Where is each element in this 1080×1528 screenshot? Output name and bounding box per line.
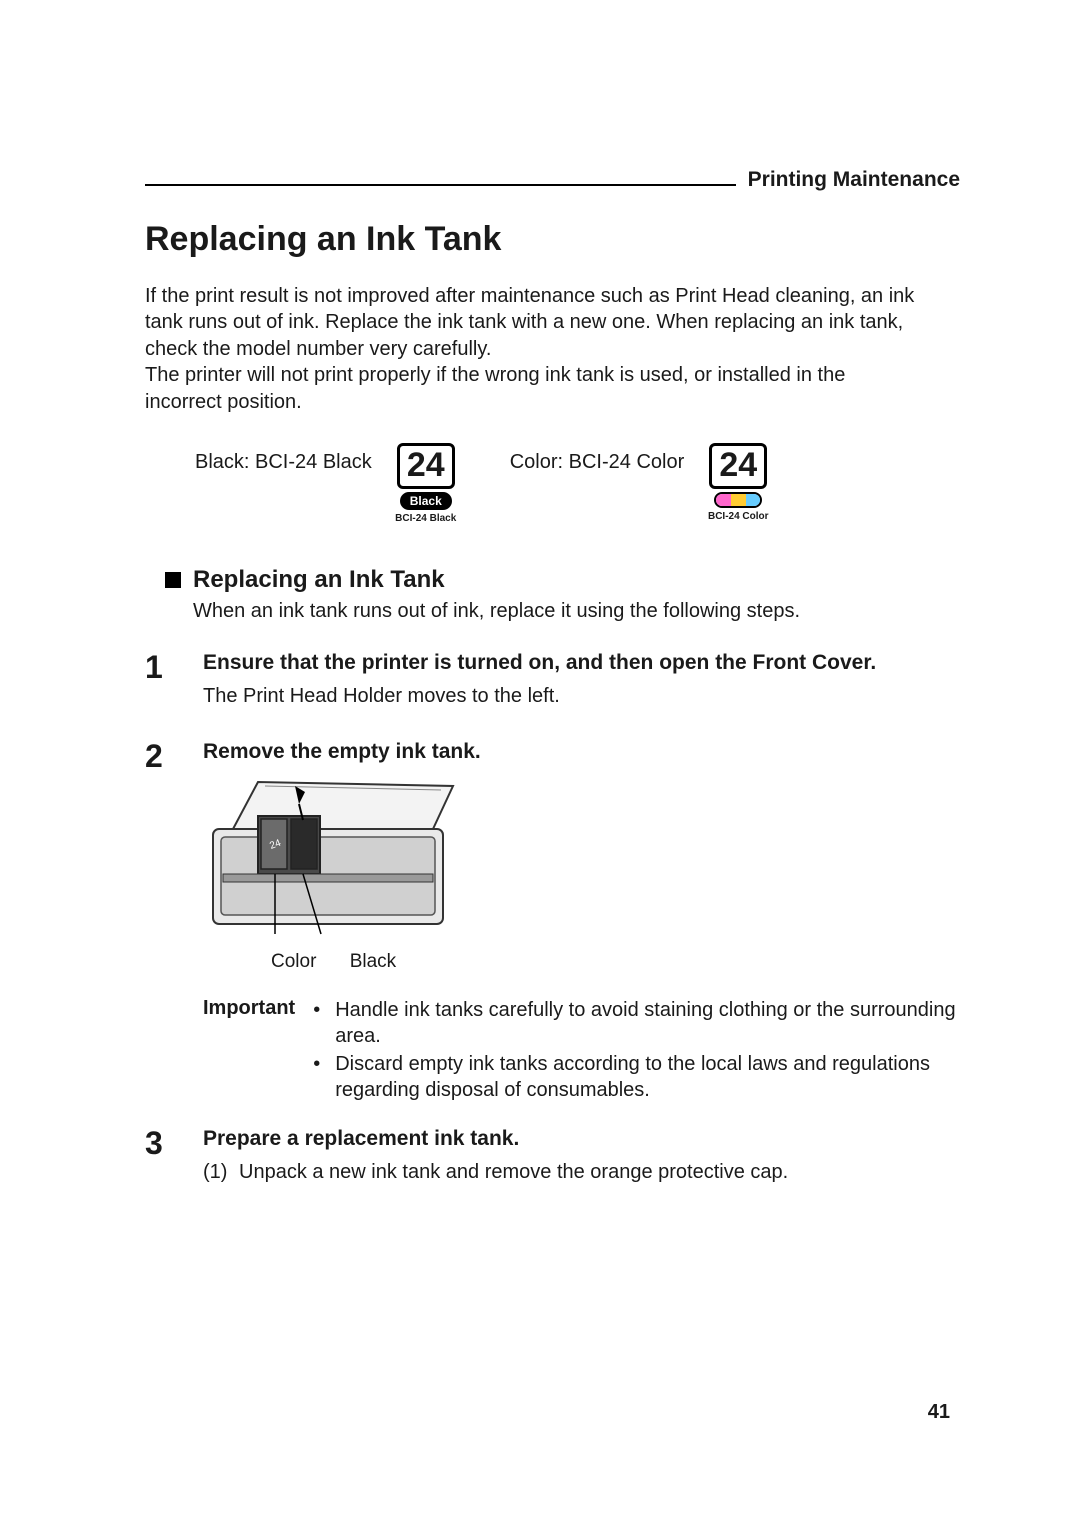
step-3-sub-text: Unpack a new ink tank and remove the ora…	[239, 1161, 788, 1183]
important-item-2: Discard empty ink tanks according to the…	[313, 1051, 960, 1103]
section-marker-icon	[165, 572, 181, 588]
important-note: Important Handle ink tanks carefully to …	[203, 997, 960, 1105]
step-1-body: The Print Head Holder moves to the left.	[203, 685, 960, 708]
step-2: 2 Remove the empty ink tank. 24	[145, 740, 960, 1105]
intro-paragraph: If the print result is not improved afte…	[145, 283, 925, 415]
header-rule	[145, 184, 736, 186]
ink-black-label: Black: BCI-24 Black	[195, 443, 372, 474]
printer-figure: 24 Color Black	[203, 774, 960, 973]
printer-labels: Color Black	[271, 951, 960, 973]
important-item-1: Handle ink tanks carefully to avoid stai…	[313, 997, 960, 1049]
header-row: Printing Maintenance	[145, 168, 960, 192]
ink-color-sub: BCI-24 Color	[706, 511, 770, 522]
step-2-content: Remove the empty ink tank. 24	[203, 740, 960, 1105]
step-3-content: Prepare a replacement ink tank. (1)Unpac…	[203, 1127, 960, 1184]
ink-black-number: 24	[397, 443, 455, 489]
step-3: 3 Prepare a replacement ink tank. (1)Unp…	[145, 1127, 960, 1184]
step-1: 1 Ensure that the printer is turned on, …	[145, 651, 960, 718]
ink-black-sub: BCI-24 Black	[394, 513, 458, 524]
step-2-heading: Remove the empty ink tank.	[203, 740, 960, 764]
subsection-title: Replacing an Ink Tank	[193, 566, 445, 594]
printer-illustration: 24	[203, 774, 463, 946]
step-3-heading: Prepare a replacement ink tank.	[203, 1127, 960, 1151]
step-1-heading: Ensure that the printer is turned on, an…	[203, 651, 960, 675]
step-3-sub-num: (1)	[203, 1161, 239, 1184]
page-container: Printing Maintenance Replacing an Ink Ta…	[0, 0, 1080, 1184]
step-1-content: Ensure that the printer is turned on, an…	[203, 651, 960, 718]
ink-model-row: Black: BCI-24 Black 24 Black BCI-24 Blac…	[195, 443, 960, 524]
step-1-number: 1	[145, 651, 173, 718]
figure-label-black: Black	[350, 951, 396, 972]
important-list: Handle ink tanks carefully to avoid stai…	[313, 997, 960, 1105]
step-2-number: 2	[145, 740, 173, 1105]
subsection-body: When an ink tank runs out of ink, replac…	[193, 600, 960, 623]
subsection-header: Replacing an Ink Tank	[165, 566, 960, 594]
figure-label-color: Color	[271, 951, 316, 972]
important-label: Important	[203, 997, 295, 1105]
page-title: Replacing an Ink Tank	[145, 220, 960, 259]
ink-black-badge: 24 Black BCI-24 Black	[394, 443, 458, 524]
ink-color-badge: 24 BCI-24 Color	[706, 443, 770, 522]
ink-black-pill: Black	[400, 492, 452, 510]
step-3-sublist: (1)Unpack a new ink tank and remove the …	[203, 1161, 960, 1184]
header-section-title: Printing Maintenance	[748, 168, 960, 192]
ink-color-label: Color: BCI-24 Color	[510, 443, 685, 474]
page-number: 41	[928, 1401, 950, 1424]
ink-color-number: 24	[709, 443, 767, 489]
step-3-number: 3	[145, 1127, 173, 1184]
ink-color-stripes	[714, 492, 762, 508]
